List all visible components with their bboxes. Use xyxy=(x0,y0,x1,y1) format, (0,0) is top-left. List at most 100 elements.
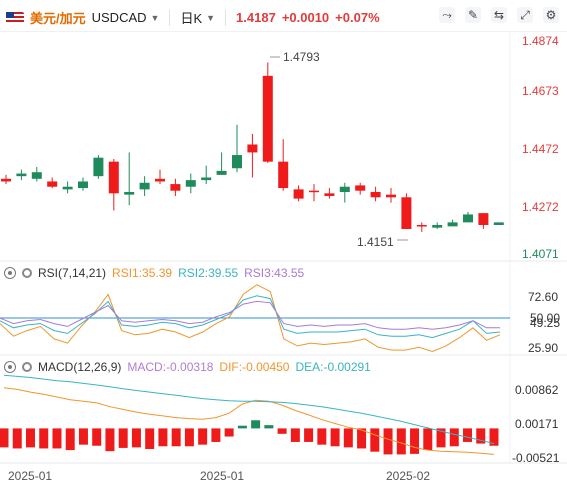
candle-body xyxy=(108,161,119,194)
macd-series-DIF xyxy=(3,387,495,455)
candle-body xyxy=(124,192,135,195)
macd-bar xyxy=(476,428,486,444)
macd-bar xyxy=(357,428,367,449)
x-tick-1: 2025-01 xyxy=(200,469,244,483)
macd-bar xyxy=(330,428,340,447)
x-tick-2: 2025-02 xyxy=(386,469,430,483)
macd-bar xyxy=(489,428,499,446)
low-price-label: 1.4151 xyxy=(357,235,394,249)
price-plot xyxy=(1,62,504,232)
macd-bar xyxy=(237,425,247,429)
macd-plot xyxy=(0,374,499,455)
candle-body xyxy=(370,192,381,198)
candle-body xyxy=(201,177,212,181)
dif-value: DIF:-0.00450 xyxy=(219,360,290,374)
rsi-indicator-name[interactable]: RSI(7,14,21) xyxy=(38,266,107,280)
macd-bar xyxy=(171,428,181,447)
toolbar: 美元/加元 USDCAD ▼ 日K ▼ 1.4187 +0.0010 +0.07… xyxy=(0,0,567,32)
eye-icon[interactable] xyxy=(4,361,16,373)
candle-body xyxy=(16,173,27,177)
macd-bar xyxy=(436,428,446,448)
symbol-code[interactable]: USDCAD xyxy=(91,10,147,25)
macd-bar xyxy=(463,428,473,442)
gear-icon[interactable] xyxy=(22,362,32,372)
macd-bar xyxy=(224,428,234,437)
last-price: 1.4187 xyxy=(236,10,276,25)
macd-bar xyxy=(304,428,314,442)
macd-value: MACD:-0.00318 xyxy=(127,360,214,374)
macd-bar xyxy=(118,428,128,448)
candle-body xyxy=(78,181,88,189)
price-y-tick-2: 1.4472 xyxy=(522,142,559,156)
price-change: +0.0010 xyxy=(281,10,330,25)
rsi-y-tick-1: 50.00 xyxy=(530,311,560,325)
rsi-y-tick-0: 72.60 xyxy=(528,290,558,304)
fullscreen-icon[interactable]: ⤢ xyxy=(517,7,533,23)
macd-y-tick-1: 0.00171 xyxy=(515,417,559,431)
macd-bar xyxy=(25,428,35,448)
rsi-y-tick-2: 49.25 xyxy=(530,316,560,330)
macd-bar xyxy=(158,428,168,447)
macd-y-tick-0: 0.00862 xyxy=(515,383,559,397)
candle-body xyxy=(93,157,104,177)
candle-body xyxy=(232,155,242,169)
divider xyxy=(169,9,171,26)
high-price-label: 1.4793 xyxy=(283,50,320,64)
macd-bar xyxy=(383,428,393,455)
macd-bar xyxy=(317,428,327,445)
candle-body xyxy=(155,178,165,182)
gear-icon[interactable] xyxy=(22,268,32,278)
draw-icon[interactable]: ✎ xyxy=(465,7,481,23)
candle-body xyxy=(386,194,396,198)
chevron-down-icon[interactable]: ▼ xyxy=(206,12,216,23)
candle-body xyxy=(31,172,42,179)
chevron-down-icon[interactable]: ▼ xyxy=(150,12,160,23)
macd-bar xyxy=(0,428,9,448)
compare-icon[interactable]: ⇆ xyxy=(491,7,507,23)
price-y-tick-0: 1.4874 xyxy=(522,34,559,48)
candle-body xyxy=(416,225,427,227)
eye-icon[interactable] xyxy=(4,267,16,279)
macd-bar xyxy=(198,428,208,445)
macd-bar xyxy=(211,428,221,442)
candle-body xyxy=(463,214,473,223)
macd-bar xyxy=(145,428,155,449)
settings-icon[interactable]: ⚙ xyxy=(543,7,559,23)
candle-body xyxy=(493,222,504,226)
macd-bar xyxy=(343,428,353,448)
macd-bar xyxy=(423,428,433,451)
macd-bar xyxy=(410,428,420,454)
timeframe-selector[interactable]: 日K xyxy=(180,11,203,26)
macd-bar xyxy=(277,428,287,434)
macd-bar xyxy=(65,428,75,451)
macd-bar xyxy=(449,428,459,447)
candle-body xyxy=(139,182,150,190)
macd-bar xyxy=(39,428,49,449)
indicator-icon[interactable]: ⤳ xyxy=(439,7,455,23)
rsi-y-tick-3: 25.90 xyxy=(528,341,558,355)
candle-body xyxy=(309,190,319,193)
macd-bar xyxy=(290,428,300,442)
candle-body xyxy=(170,184,181,191)
macd-series-DEA xyxy=(3,374,495,445)
candle-body xyxy=(432,225,443,228)
macd-bar xyxy=(251,420,261,429)
macd-bar xyxy=(370,428,380,452)
rsi-series-RSI2 xyxy=(0,295,501,339)
macd-indicator-name[interactable]: MACD(12,26,9) xyxy=(38,360,122,374)
candle-body xyxy=(401,197,412,229)
price-y-tick-4: 1.4071 xyxy=(522,247,559,261)
candle-body xyxy=(185,180,196,187)
candle-body xyxy=(62,186,73,190)
dea-value: DEA:-0.00291 xyxy=(295,360,371,374)
price-y-tick-3: 1.4272 xyxy=(522,200,559,214)
candle-body xyxy=(324,193,335,196)
symbol-name[interactable]: 美元/加元 xyxy=(30,11,86,26)
rsi2-value: RSI2:39.55 xyxy=(178,266,239,280)
macd-bar xyxy=(105,428,115,452)
candle-body xyxy=(339,186,350,193)
rsi3-value: RSI3:43.55 xyxy=(244,266,305,280)
candle-body xyxy=(355,185,366,191)
rsi-legend: RSI(7,14,21) RSI1:35.39 RSI2:39.55 RSI3:… xyxy=(4,266,304,280)
